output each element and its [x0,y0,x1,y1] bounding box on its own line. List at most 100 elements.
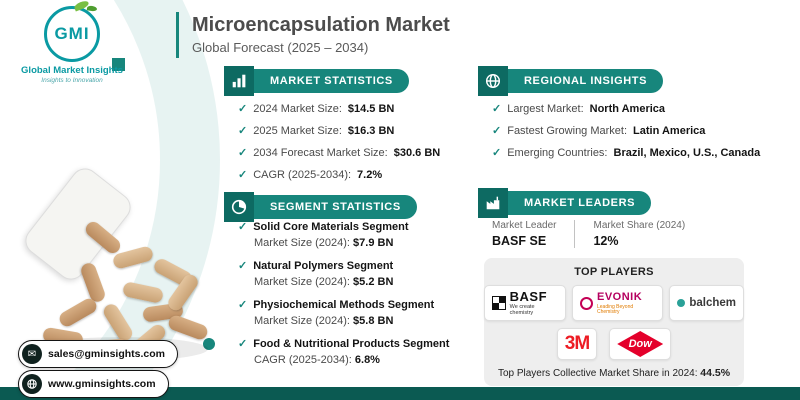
segment-value: $7.9 BN [353,237,394,249]
regional-item: ✓ Largest Market: North America [492,102,760,116]
section-header-regional-insights: REGIONAL INSIGHTS [478,66,664,96]
regional-label: Emerging Countries: [507,147,608,159]
stat-value: $14.5 BN [347,103,395,115]
check-icon: ✓ [238,147,248,159]
stat-value: $30.6 BN [393,147,441,159]
market-leader-value: BASF SE [492,234,547,248]
envelope-icon: ✉ [22,344,42,364]
evonik-tagline: Leading Beyond Chemistry [597,303,634,315]
segment-label: Market Size (2024): [254,315,350,327]
top-players-row-1: BASF We create chemistry EVONIK Leading … [484,285,744,321]
segment-item: ✓ Physiochemical Methods Segment Market … [238,298,449,328]
section-title: MARKET LEADERS [508,191,652,215]
segment-label: Market Size (2024): [254,237,350,249]
decorative-square [112,58,125,71]
website-contact[interactable]: www.gminsights.com [18,370,169,398]
regional-insights-list: ✓ Largest Market: North America ✓ Fastes… [492,102,760,168]
regional-label: Largest Market: [507,103,584,115]
logo-circle-icon: GMI [44,0,100,62]
check-icon: ✓ [492,147,502,159]
section-title: SEGMENT STATISTICS [254,195,417,219]
stat-item: ✓ 2024 Market Size: $14.5 BN [238,102,440,116]
section-header-market-leaders: MARKET LEADERS [478,188,652,218]
segment-label: Market Size (2024): [254,276,350,288]
balchem-dot-icon [677,299,686,307]
email-contact[interactable]: ✉ sales@gminsights.com [18,340,179,368]
3m-name: 3M [564,333,590,354]
collective-share-value: 44.5% [700,367,731,379]
check-icon: ✓ [238,125,248,137]
stat-item: ✓ CAGR (2025-2034): 7.2% [238,168,440,182]
section-header-segment-statistics: SEGMENT STATISTICS [224,192,417,222]
collective-share-label: Top Players Collective Market Share in 2… [497,368,698,379]
check-icon: ✓ [238,169,248,181]
leaf-icon [86,5,98,12]
pie-chart-icon [224,192,254,222]
brand-name: Global Market Insights [21,65,123,76]
collective-share: Top Players Collective Market Share in 2… [484,367,744,379]
regional-value: North America [589,103,666,115]
brand-tagline: Insights to Innovation [41,77,103,84]
section-title: MARKET STATISTICS [254,69,409,93]
stat-value: 7.2% [357,169,383,181]
evonik-ring-icon [580,296,593,310]
segment-label: CAGR (2025-2034): [254,354,352,366]
segment-value: $5.2 BN [353,276,394,288]
top-players-row-2: 3M Dow [484,328,744,360]
segment-item: ✓ Natural Polymers Segment Market Size (… [238,259,449,289]
capsule-graphic [166,313,210,342]
segment-name: Physiochemical Methods Segment [253,299,435,311]
globe-icon [478,66,508,96]
check-icon: ✓ [492,125,502,137]
balchem-logo: balchem [669,285,744,321]
capsule-graphic [121,281,165,304]
market-share-value: 12% [593,234,619,248]
segment-item: ✓ Solid Core Materials Segment Market Si… [238,220,449,250]
basf-name: BASF [509,289,548,304]
dow-logo: Dow [609,328,672,360]
page-subtitle: Global Forecast (2025 – 2034) [192,40,369,55]
decorative-dot [203,338,215,350]
basf-logo: BASF We create chemistry [484,285,567,321]
website-text: www.gminsights.com [48,378,156,390]
check-icon: ✓ [238,299,248,311]
regional-value: Latin America [633,125,706,137]
segment-value: $5.8 BN [353,315,394,327]
stat-value: $16.3 BN [347,125,395,137]
stat-label: CAGR (2025-2034): [253,169,352,181]
segment-value: 6.8% [354,354,380,366]
market-share-label: Market Share (2024) [593,220,686,231]
segment-name: Solid Core Materials Segment [253,221,409,233]
regional-value: Brazil, Mexico, U.S., Canada [613,147,761,159]
evonik-logo: EVONIK Leading Beyond Chemistry [572,285,664,321]
market-leader-col: Market Leader BASF SE [492,220,556,248]
section-header-market-statistics: MARKET STATISTICS [224,66,409,96]
capsules-illustration [19,162,238,361]
check-icon: ✓ [492,103,502,115]
bar-chart-icon [224,66,254,96]
segment-name: Food & Nutritional Products Segment [253,338,450,350]
market-leaders-summary: Market Leader BASF SE Market Share (2024… [492,220,685,248]
market-leader-label: Market Leader [492,220,557,231]
market-statistics-list: ✓ 2024 Market Size: $14.5 BN ✓ 2025 Mark… [238,102,440,190]
page-title: Microencapsulation Market [192,14,450,36]
capsule-graphic [56,296,100,329]
brand-logo: GMI Global Market Insights Insights to I… [10,0,134,84]
email-text: sales@gminsights.com [48,348,166,360]
check-icon: ✓ [238,260,248,272]
section-title: REGIONAL INSIGHTS [508,69,664,93]
factory-icon [478,188,508,218]
dow-diamond-icon: Dow [617,331,664,357]
title-divider [176,12,179,58]
globe-icon [22,374,42,394]
stat-label: 2025 Market Size: [253,125,342,137]
check-icon: ✓ [238,338,248,350]
dow-name: Dow [628,338,652,350]
bottom-strip [0,387,800,400]
stat-label: 2024 Market Size: [253,103,342,115]
check-icon: ✓ [238,221,248,233]
regional-item: ✓ Emerging Countries: Brazil, Mexico, U.… [492,146,760,160]
basf-tagline: We create chemistry [509,304,535,316]
regional-label: Fastest Growing Market: [507,125,628,137]
